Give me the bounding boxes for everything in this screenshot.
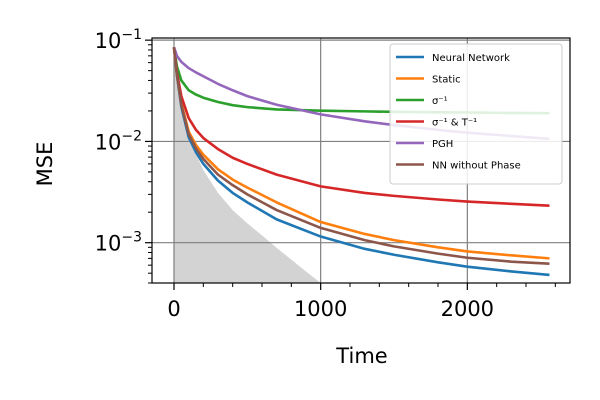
- axes-frame: [151, 37, 571, 284]
- series-line-3: [172, 47, 550, 207]
- x-axis-label: Time: [335, 344, 387, 368]
- x-tick-label-1: 1000: [294, 297, 347, 321]
- legend-label-3: σ⁻¹ & T⁻¹: [432, 118, 477, 129]
- axes: 0 1000 2000 10−3 10−2 10−1: [95, 27, 571, 321]
- legend-label-5: NN without Phase: [432, 161, 521, 172]
- y-tick-label-1: 10−2: [95, 128, 142, 154]
- legend-label-0: Neural Network: [432, 53, 510, 64]
- legend-box: [389, 43, 563, 185]
- shaded-region: [174, 47, 321, 283]
- plot-content: [152, 38, 570, 283]
- legend: Neural Network Static σ⁻¹ σ⁻¹ & T⁻¹ PGH NN wi…: [389, 43, 563, 185]
- y-tick-label-0: 10−3: [95, 230, 142, 256]
- x-tick-label-2: 2000: [441, 297, 494, 321]
- y-axis-label: MSE: [33, 142, 57, 187]
- plot-area: [152, 38, 570, 283]
- x-tick-label-0: 0: [167, 297, 180, 321]
- legend-label-2: σ⁻¹: [432, 96, 448, 107]
- legend-label-1: Static: [432, 75, 461, 86]
- series-line-5: [172, 47, 550, 266]
- y-tick-label-2: 10−1: [95, 27, 142, 53]
- legend-label-4: PGH: [432, 139, 453, 150]
